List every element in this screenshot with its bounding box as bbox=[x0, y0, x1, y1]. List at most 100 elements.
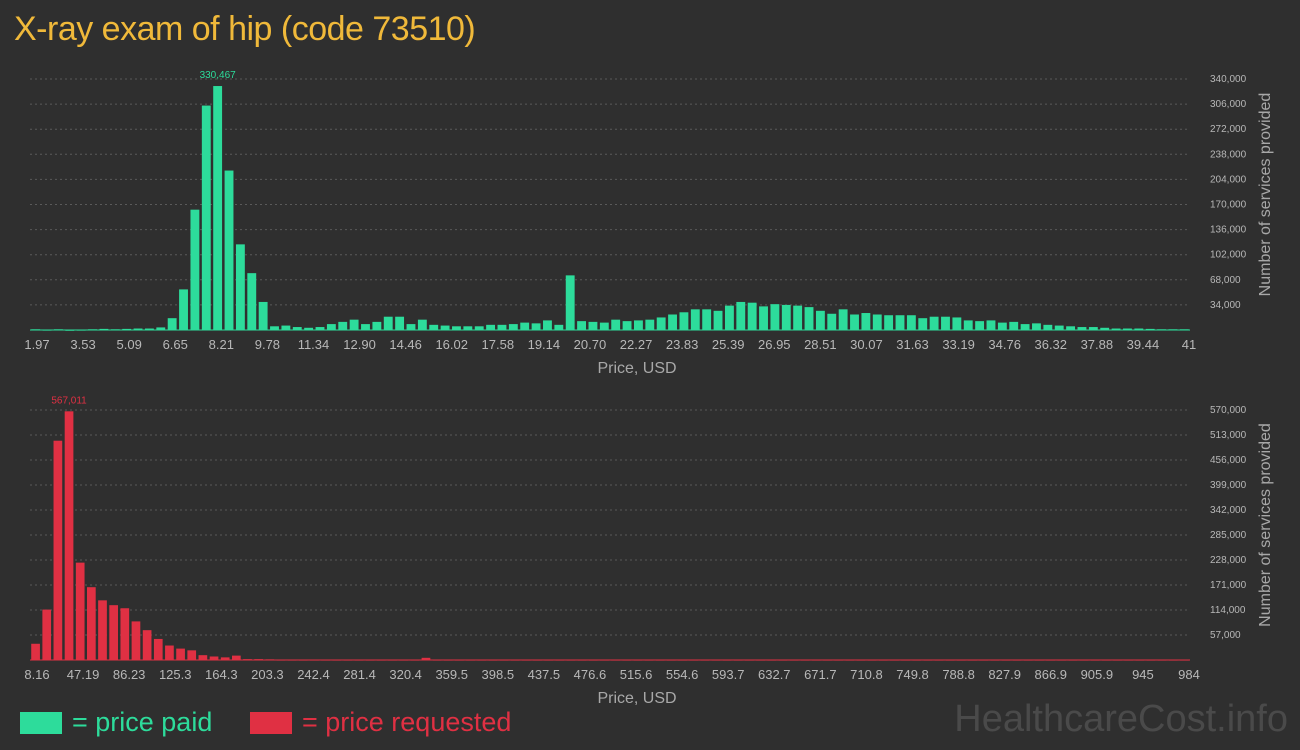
bar bbox=[872, 314, 882, 330]
x-tick-label: 31.63 bbox=[896, 337, 929, 352]
x-tick-label: 19.14 bbox=[528, 337, 561, 352]
bar bbox=[179, 289, 188, 330]
y-tick-label: 136,000 bbox=[1210, 225, 1247, 236]
peak-value-label: 330,467 bbox=[200, 70, 237, 81]
x-tick-label: 47.19 bbox=[67, 667, 100, 682]
bar bbox=[679, 312, 689, 330]
x-tick-label: 905.9 bbox=[1081, 667, 1114, 682]
bar bbox=[326, 324, 336, 330]
x-tick-label: 476.6 bbox=[574, 667, 607, 682]
x-tick-label: 86.23 bbox=[113, 667, 146, 682]
bar bbox=[508, 324, 518, 330]
legend-requested-swatch bbox=[250, 711, 292, 734]
y-tick-label: 456,000 bbox=[1210, 455, 1247, 466]
chart-title: X-ray exam of hip (code 73510) bbox=[14, 10, 476, 48]
bar bbox=[906, 315, 916, 330]
y-tick-label: 285,000 bbox=[1210, 530, 1247, 541]
bar bbox=[42, 609, 52, 660]
bar bbox=[668, 314, 677, 330]
x-tick-label: 125.3 bbox=[159, 667, 192, 682]
x-tick-label: 866.9 bbox=[1034, 667, 1067, 682]
bar bbox=[952, 317, 962, 330]
x-tick-label: 242.4 bbox=[297, 667, 330, 682]
legend-price-requested: = price requested bbox=[250, 707, 511, 738]
bar bbox=[338, 321, 348, 330]
bar bbox=[165, 645, 174, 660]
y-tick-label: 306,000 bbox=[1210, 99, 1247, 110]
bar bbox=[258, 301, 268, 330]
bar bbox=[86, 587, 96, 660]
bar bbox=[75, 562, 85, 660]
x-tick-label: 30.07 bbox=[850, 337, 883, 352]
bar bbox=[31, 643, 40, 660]
x-tick-label: 37.88 bbox=[1081, 337, 1114, 352]
x-tick-label: 26.95 bbox=[758, 337, 791, 352]
bar bbox=[770, 304, 780, 330]
legend-price-paid: = price paid bbox=[20, 707, 212, 738]
x-tick-label: 671.7 bbox=[804, 667, 837, 682]
bar bbox=[429, 324, 439, 330]
bar bbox=[486, 324, 496, 330]
x-tick-label: 164.3 bbox=[205, 667, 238, 682]
bar bbox=[554, 324, 564, 330]
bar bbox=[838, 309, 848, 330]
bar bbox=[565, 275, 575, 330]
x-tick-label: 945 bbox=[1132, 667, 1154, 682]
bar bbox=[452, 326, 461, 330]
bar bbox=[861, 313, 871, 330]
x-tick-label: 3.53 bbox=[70, 337, 95, 352]
bar bbox=[1077, 327, 1087, 330]
bar bbox=[64, 411, 74, 660]
bar bbox=[315, 327, 325, 330]
x-tick-label: 41 bbox=[1182, 337, 1196, 352]
x-tick-label: 23.83 bbox=[666, 337, 699, 352]
bar bbox=[963, 320, 973, 330]
x-tick-label: 6.65 bbox=[163, 337, 188, 352]
y-tick-label: 399,000 bbox=[1210, 480, 1247, 491]
bar bbox=[1020, 324, 1030, 330]
bar bbox=[349, 319, 359, 330]
y-tick-label: 102,000 bbox=[1210, 250, 1247, 261]
y-tick-label: 272,000 bbox=[1210, 124, 1247, 135]
bar bbox=[1100, 327, 1110, 330]
y-axis-label: Number of services provided bbox=[1257, 93, 1274, 297]
x-tick-label: 359.5 bbox=[435, 667, 468, 682]
bar bbox=[231, 655, 241, 660]
bar bbox=[543, 320, 552, 330]
legend-requested-label: = price requested bbox=[302, 707, 512, 737]
bar bbox=[235, 244, 245, 330]
bar bbox=[270, 326, 279, 330]
x-tick-label: 593.7 bbox=[712, 667, 745, 682]
peak-value-label: 567,011 bbox=[51, 395, 87, 406]
bar bbox=[1134, 328, 1144, 330]
bar bbox=[131, 621, 141, 660]
x-tick-label: 11.34 bbox=[298, 337, 330, 352]
bar bbox=[372, 321, 382, 330]
bar bbox=[417, 319, 427, 330]
watermark: HealthcareCost.info bbox=[954, 698, 1288, 740]
x-tick-label: 437.5 bbox=[528, 667, 561, 682]
bar bbox=[99, 328, 109, 330]
x-tick-label: 203.3 bbox=[251, 667, 284, 682]
y-tick-label: 114,000 bbox=[1210, 605, 1246, 616]
bar bbox=[690, 309, 700, 330]
bar bbox=[1054, 325, 1064, 330]
y-tick-label: 340,000 bbox=[1210, 74, 1247, 85]
x-tick-label: 39.44 bbox=[1127, 337, 1160, 352]
bar bbox=[531, 323, 541, 330]
bar bbox=[421, 657, 431, 660]
x-tick-label: 1.97 bbox=[24, 337, 49, 352]
bar bbox=[247, 273, 257, 330]
y-tick-label: 204,000 bbox=[1210, 174, 1247, 185]
bar bbox=[1066, 326, 1076, 330]
legend-paid-swatch bbox=[20, 711, 62, 734]
bar bbox=[361, 324, 370, 330]
x-tick-label: 281.4 bbox=[343, 667, 376, 682]
bar bbox=[850, 314, 859, 330]
x-tick-label: 20.70 bbox=[574, 337, 607, 352]
bar bbox=[304, 327, 314, 330]
bar bbox=[588, 321, 598, 330]
bar bbox=[645, 319, 655, 330]
bar bbox=[156, 327, 166, 330]
bar bbox=[656, 317, 666, 330]
